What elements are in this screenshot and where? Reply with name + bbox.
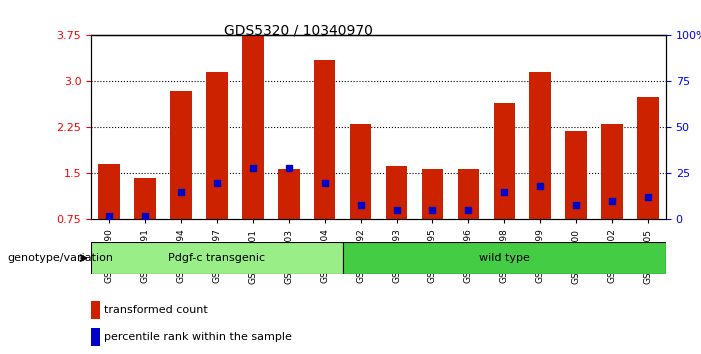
Bar	[386, 166, 407, 219]
Bar	[314, 60, 335, 219]
Text: percentile rank within the sample: percentile rank within the sample	[104, 332, 292, 342]
Bar	[242, 35, 264, 219]
Bar	[637, 97, 659, 219]
Text: Pdgf-c transgenic: Pdgf-c transgenic	[168, 253, 266, 263]
Bar	[529, 72, 551, 219]
Text: wild type: wild type	[479, 253, 530, 263]
Bar	[458, 169, 479, 219]
Bar	[91, 327, 100, 346]
Bar	[91, 301, 100, 319]
Bar	[135, 178, 156, 219]
Text: transformed count: transformed count	[104, 305, 207, 315]
Bar	[601, 124, 622, 219]
Text: GDS5320 / 10340970: GDS5320 / 10340970	[224, 23, 373, 37]
Bar	[206, 72, 228, 219]
Bar	[494, 103, 515, 219]
Bar	[565, 131, 587, 219]
Bar	[170, 91, 192, 219]
Bar	[421, 169, 443, 219]
Bar	[278, 169, 299, 219]
Bar	[350, 124, 372, 219]
Text: genotype/variation: genotype/variation	[7, 253, 113, 263]
Bar	[98, 164, 120, 219]
Bar	[343, 242, 666, 274]
Bar	[91, 242, 343, 274]
